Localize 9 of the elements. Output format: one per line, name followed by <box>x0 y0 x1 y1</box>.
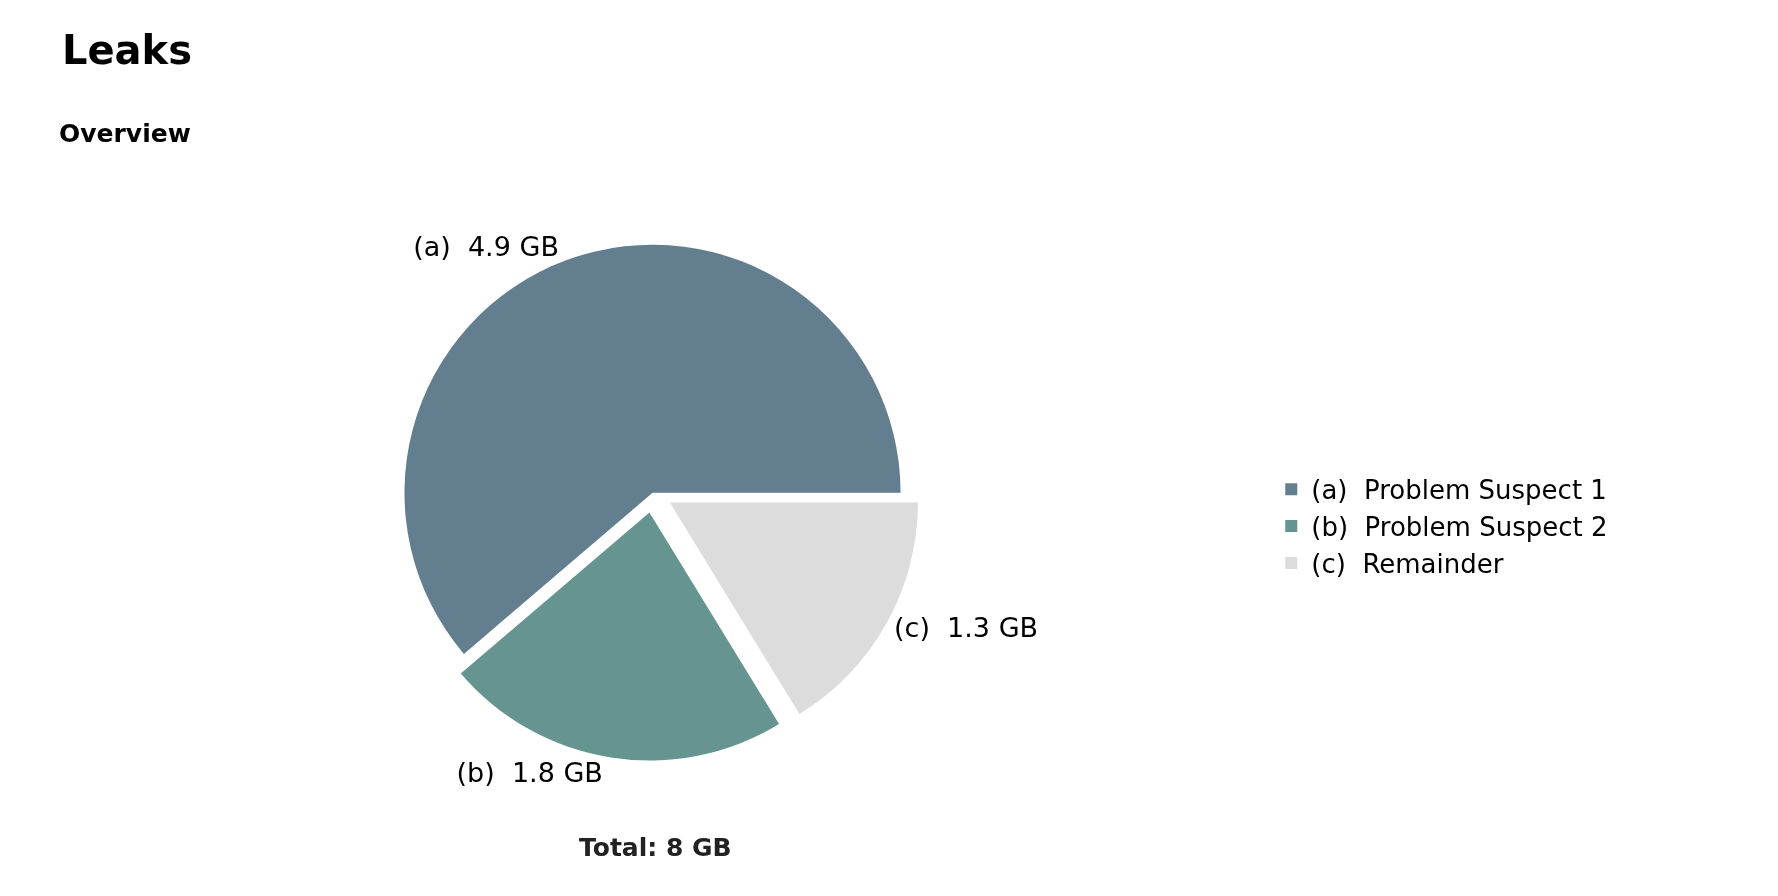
legend-label: (a) Problem Suspect 1 <box>1311 475 1607 506</box>
data-label: (c) 1.3 GB <box>894 611 1039 643</box>
data-label: (b) 1.8 GB <box>456 757 603 789</box>
chart-title: Leaks <box>62 27 193 73</box>
text: Total: 8 GB <box>579 833 732 862</box>
legend-label: (b) Problem Suspect 2 <box>1311 512 1608 543</box>
legend-label: (c) Remainder <box>1311 549 1504 580</box>
text: Overview <box>59 119 191 148</box>
data-label: (a) 4.9 GB <box>413 230 559 262</box>
